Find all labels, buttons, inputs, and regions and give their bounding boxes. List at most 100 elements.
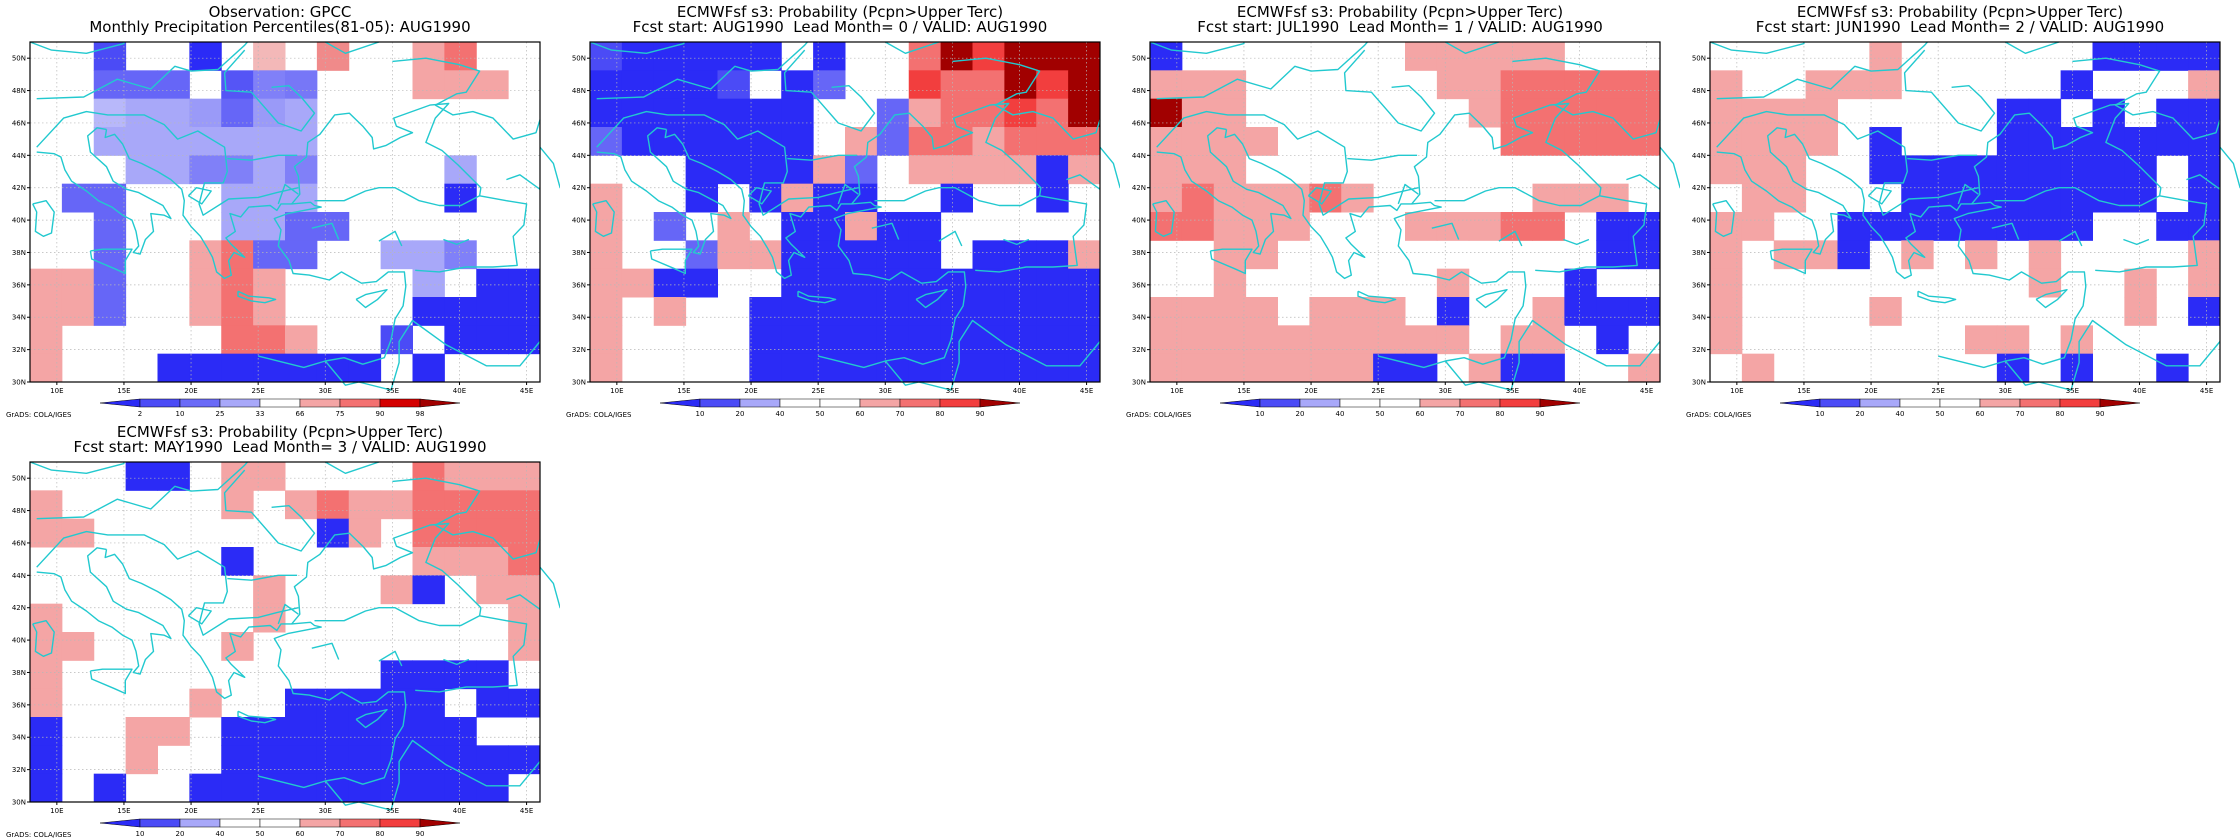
grid-cell [1741,183,1775,213]
grid-cell [2124,127,2157,156]
grid-cell [1213,212,1247,241]
grid-cell [30,490,63,520]
grid-cell [1596,212,1629,241]
grid-cell [316,745,350,775]
lon-tick-label: 45E [520,387,533,395]
grid-cell [653,42,687,71]
grid-cell [749,353,782,383]
lat-tick-label: 50N [572,55,586,63]
grid-cell [653,268,687,298]
grid-cell [253,268,286,298]
grid-cell [93,70,127,100]
grid-cell [412,717,445,746]
colorbar-label: 50 [816,410,825,418]
grid-cell [508,462,541,491]
grid-cell [2188,98,2221,128]
grid-cell [1468,353,1502,383]
grid-cell [1741,353,1775,383]
lat-tick-label: 36N [572,281,586,289]
coastline [378,650,403,667]
colorbar-swatch [1939,398,1981,408]
coastline [851,102,1042,207]
grid-cell [444,660,477,690]
lat-tick-label: 34N [12,734,26,742]
grid-cell [157,70,190,100]
probability-map: 30N 32N 34N 36N 38N 40N 42N 44N 46N 48N 50N 10E 15E 2… [12,461,560,838]
grid-cell [2188,155,2221,185]
lon-tick-label: 10E [1730,387,1743,395]
coastline [1907,154,1978,161]
grid-cell [2156,127,2189,156]
grid-cell [2156,42,2189,71]
grid-cell [1500,325,1533,355]
colorbar-swatch [1419,398,1461,408]
colorbar-swatch [219,398,261,408]
colorbar-swatch [1339,398,1381,408]
coastline [649,248,693,275]
grid-cell [93,268,127,298]
coastline [783,49,876,132]
lat-tick-label: 30N [572,379,586,387]
grid-cell [717,155,750,185]
coastline [1343,49,1436,132]
grid-cell [253,70,286,100]
lon-tick-label: 20E [1304,387,1317,395]
coastline [36,530,299,636]
lat-tick-label: 38N [12,249,26,257]
colorbar-label: 66 [296,410,305,418]
grid-cell [2060,127,2093,156]
colorbar-swatch [659,398,701,408]
grid-cell [2124,268,2157,298]
grid-cell [444,745,477,775]
lat-tick-label: 36N [1132,281,1146,289]
colorbar-swatch [2059,398,2101,408]
grid-cell [1036,268,1069,298]
grid-cell [2028,98,2062,128]
colorbar-swatch [779,398,821,408]
coastline [938,230,963,247]
grid-cell [1532,183,1565,213]
grid-cell [1181,127,1215,156]
lon-tick-label: 35E [1506,387,1519,395]
colorbar-label: 50 [1936,410,1945,418]
grid-cell [285,745,318,775]
grid-cell [590,212,623,241]
grid-cell [972,155,1005,185]
grid-cell [1245,297,1278,326]
coastline [952,57,1101,140]
colorbar: 10 20 40 50 60 70 80 90 [1779,398,2141,418]
grid-cell [1468,212,1502,241]
coastline [415,195,528,273]
lon-tick-label: 25E [251,807,264,815]
grid-cell [412,462,445,491]
grid-cell [1710,240,1743,270]
grid-cell [2188,297,2221,326]
lat-tick-label: 34N [572,314,586,322]
grid-cell [1564,183,1597,213]
lon-tick-label: 30E [1439,387,1452,395]
grid-cell [717,42,750,71]
grid-cell [189,297,222,326]
grid-cell [1245,183,1278,213]
coastline [32,200,55,237]
grid-cell [717,240,750,270]
grid-cell [253,240,286,270]
grid-cell [1245,240,1278,270]
grid-cell [1150,155,1183,185]
probability-map: 30N 32N 34N 36N 38N 40N 42N 44N 46N 48N 50N 10E 15E 2… [1692,41,2240,418]
panel-title: ECMWFsf s3: Probability (Pcpn>Upper Terc… [116,423,444,441]
grid-cell [2188,70,2221,100]
grid-cell [1869,127,1902,156]
grid-cell [940,268,973,298]
grid-cell [253,745,286,775]
grid-cell [1181,183,1215,213]
grid-cell [30,632,63,661]
grid-cell [93,212,127,241]
coastlines [29,41,560,391]
coastline [1307,187,1332,205]
lat-tick-label: 48N [1692,87,1706,95]
colorbar-label: 90 [1536,410,1545,418]
grads-credit: GrADS: COLA/IGES [6,411,72,419]
coastline [1397,183,1419,205]
panel-title: ECMWFsf s3: Probability (Pcpn>Upper Terc… [1236,3,1564,21]
